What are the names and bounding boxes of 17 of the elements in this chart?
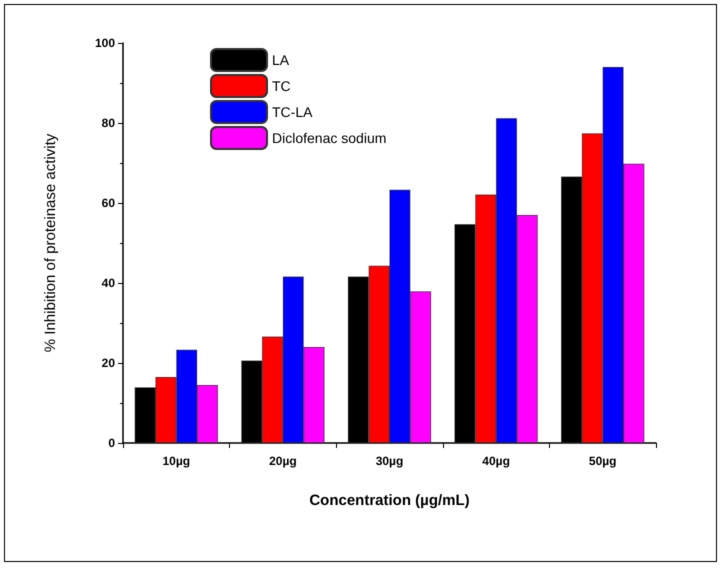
y-tick-label: 20 xyxy=(102,356,116,370)
legend-label: Diclofenac sodium xyxy=(272,130,386,146)
y-tick-label: 40 xyxy=(102,276,116,290)
x-axis-title: Concentration (µg/mL) xyxy=(309,492,470,509)
x-tick-label: 30µg xyxy=(376,454,404,468)
legend-label: LA xyxy=(272,52,290,68)
y-tick-label: 80 xyxy=(102,116,116,130)
y-tick-label: 100 xyxy=(94,36,116,50)
legend-label: TC xyxy=(272,78,291,94)
x-tick-label: 40µg xyxy=(482,454,510,468)
y-tick-label: 60 xyxy=(102,196,116,210)
x-tick-label: 20µg xyxy=(269,454,297,468)
x-tick-label: 10µg xyxy=(162,454,190,468)
y-tick-label: 0 xyxy=(108,436,116,450)
x-tick-label: 50µg xyxy=(588,454,616,468)
y-axis-title: % Inhibition of proteinase activity xyxy=(42,133,59,352)
legend-label: TC-LA xyxy=(272,104,314,120)
